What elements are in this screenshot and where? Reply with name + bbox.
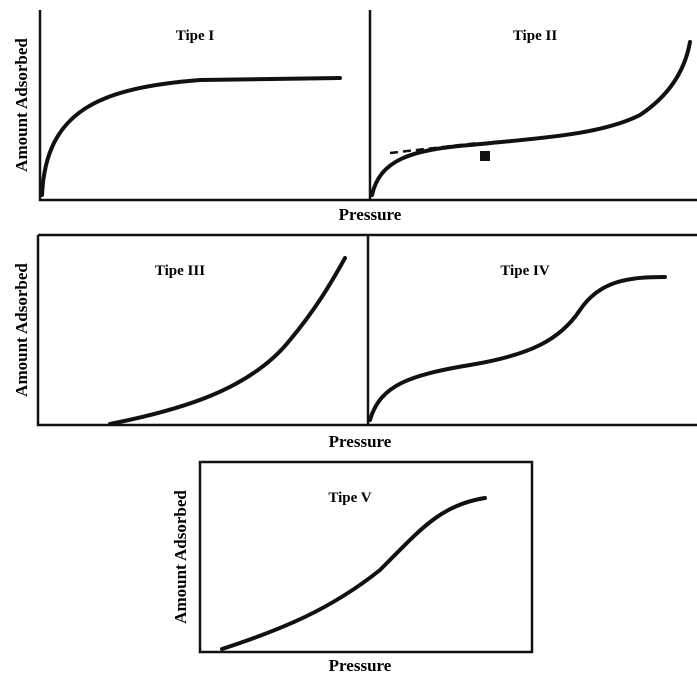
curve [42, 78, 340, 195]
curve [372, 42, 690, 195]
isotherm-diagram: Tipe I Tipe II Amount Adsorbed Pressure … [0, 0, 697, 677]
x-axis-label: Pressure [329, 656, 392, 675]
curve [222, 498, 485, 649]
y-axis-label: Amount Adsorbed [12, 38, 31, 172]
x-axis-label: Pressure [329, 432, 392, 451]
panel-title: Tipe II [513, 28, 557, 44]
y-axis-label: Amount Adsorbed [12, 263, 31, 397]
x-axis-label: Pressure [339, 205, 402, 224]
curve [370, 277, 665, 420]
panel-title: Tipe IV [500, 263, 549, 279]
y-axis-label: Amount Adsorbed [171, 490, 190, 624]
frame [40, 10, 697, 200]
panel-title: Tipe III [155, 263, 205, 279]
panel-title: Tipe V [328, 490, 371, 506]
point-b [480, 151, 490, 161]
panel-title: Tipe I [176, 28, 215, 44]
curve [110, 258, 345, 424]
